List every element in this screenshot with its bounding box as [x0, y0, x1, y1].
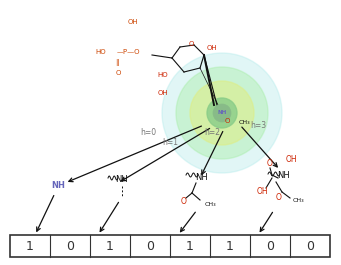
Text: h=1: h=1 [162, 138, 178, 147]
Text: HO: HO [158, 72, 168, 78]
Text: 1: 1 [226, 240, 234, 253]
Text: h=0: h=0 [140, 128, 156, 137]
Circle shape [162, 53, 282, 173]
Text: O: O [267, 158, 273, 167]
Circle shape [207, 98, 237, 128]
Bar [10, 235, 330, 257]
Text: OH: OH [158, 90, 168, 96]
Text: O: O [188, 41, 194, 47]
Text: CH₃: CH₃ [204, 201, 216, 206]
Text: 1: 1 [106, 240, 114, 253]
Text: OH: OH [285, 156, 297, 165]
Text: 0: 0 [146, 240, 154, 253]
Text: OH: OH [128, 19, 138, 25]
Text: O: O [224, 118, 230, 124]
Text: O: O [181, 197, 187, 205]
Circle shape [190, 81, 254, 145]
Text: NH: NH [278, 171, 291, 180]
Text: CH₃: CH₃ [238, 121, 250, 126]
Circle shape [213, 104, 231, 122]
Text: h=3: h=3 [250, 121, 266, 130]
Text: NH: NH [51, 180, 65, 189]
Text: O: O [115, 70, 121, 76]
Text: NH: NH [217, 111, 227, 116]
Text: ||: || [116, 60, 120, 67]
Text: 0: 0 [306, 240, 314, 253]
Text: OH: OH [256, 188, 268, 197]
Text: CH₃: CH₃ [292, 198, 304, 204]
Text: 0: 0 [66, 240, 74, 253]
Text: h=2: h=2 [204, 128, 220, 137]
Circle shape [176, 67, 268, 159]
Text: NH: NH [116, 175, 128, 184]
Text: 0: 0 [266, 240, 274, 253]
Text: OH: OH [207, 45, 217, 51]
Text: 1: 1 [186, 240, 194, 253]
Text: 1: 1 [26, 240, 34, 253]
Text: HO: HO [96, 49, 106, 55]
Text: NH: NH [196, 173, 208, 182]
Text: O: O [276, 192, 282, 201]
Text: —P—O: —P—O [117, 49, 140, 55]
